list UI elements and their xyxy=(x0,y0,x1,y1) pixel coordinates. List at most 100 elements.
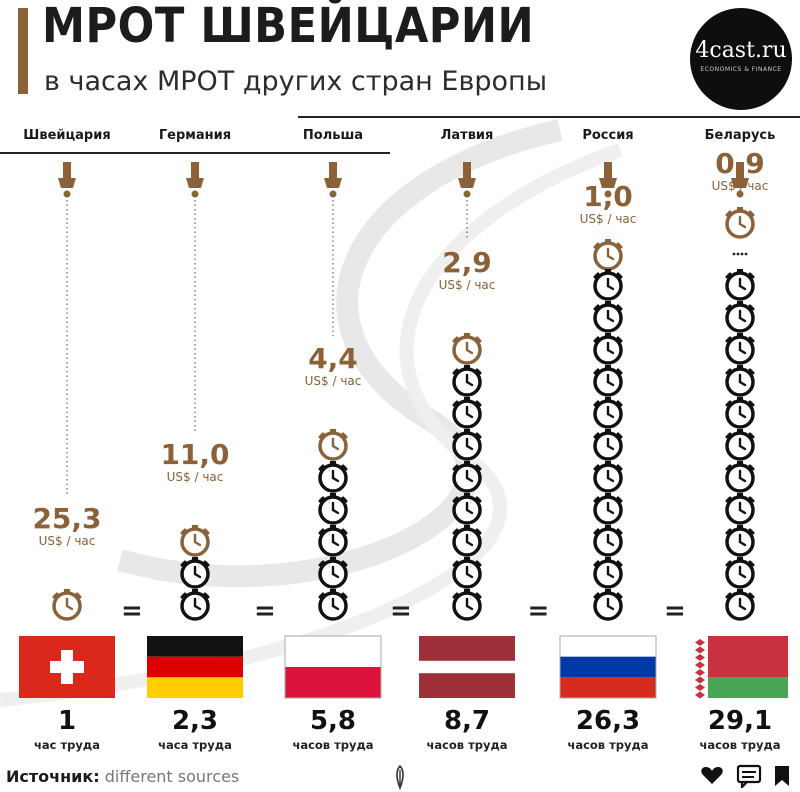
clock-icon xyxy=(593,493,623,525)
hours-value: 8,7 xyxy=(443,706,491,736)
clock-icon xyxy=(318,525,348,557)
clock-icon xyxy=(593,525,623,557)
accent-clock-icon xyxy=(180,525,210,557)
clock-icon xyxy=(452,589,482,621)
pin-marker xyxy=(329,162,337,180)
country-label: Польша xyxy=(302,128,364,143)
clock-icon xyxy=(180,557,210,589)
comment-icon[interactable] xyxy=(736,764,762,788)
wage-unit: US$ / час xyxy=(304,374,362,388)
wage-unit: US$ / час xyxy=(438,278,496,292)
logo-name: 4cast.ru xyxy=(695,38,787,63)
clock-icon xyxy=(452,557,482,589)
clock-icon xyxy=(725,333,755,365)
page-subtitle: в часах МРОТ других стран Европы xyxy=(44,66,548,97)
pin-marker xyxy=(63,190,71,198)
ellipsis-dot xyxy=(744,252,748,256)
hours-value: 26,3 xyxy=(575,706,641,736)
country-label: Германия xyxy=(158,128,232,143)
country-label: Россия xyxy=(582,128,634,143)
title-accent-bar xyxy=(18,8,28,94)
clock-icon xyxy=(725,557,755,589)
pin-marker xyxy=(458,178,476,188)
germany-flag xyxy=(147,636,243,698)
equals-sign: = xyxy=(390,596,412,626)
hours-value: 1 xyxy=(57,706,77,736)
clock-icon xyxy=(593,461,623,493)
clock-icon xyxy=(452,429,482,461)
heart-icon[interactable] xyxy=(700,764,724,786)
clock-icon xyxy=(318,461,348,493)
clock-icon xyxy=(593,397,623,429)
hours-unit: часов труда xyxy=(699,738,781,752)
clock-icon xyxy=(725,365,755,397)
clock-icon xyxy=(452,493,482,525)
accent-clock-icon xyxy=(452,333,482,365)
clock-icon xyxy=(452,461,482,493)
accent-clock-icon xyxy=(318,429,348,461)
pin-marker xyxy=(604,162,612,180)
hours-unit: час труда xyxy=(34,738,100,752)
pin-marker xyxy=(191,190,199,198)
wage-value: 1,0 xyxy=(583,180,633,213)
hours-unit: часов труда xyxy=(567,738,649,752)
equals-sign: = xyxy=(121,596,143,626)
belarus-flag xyxy=(692,636,788,699)
clock-icon xyxy=(593,269,623,301)
hours-value: 29,1 xyxy=(707,706,773,736)
clock-icon xyxy=(180,589,210,621)
pin-marker xyxy=(604,190,612,198)
accent-clock-icon xyxy=(593,239,623,271)
country-label: Латвия xyxy=(440,128,494,143)
clock-icon xyxy=(318,557,348,589)
pin-marker xyxy=(599,178,617,188)
clock-icon xyxy=(725,525,755,557)
pin-marker xyxy=(58,178,76,188)
clock-icon xyxy=(452,525,482,557)
clock-icon xyxy=(725,589,755,621)
wage-unit: US$ / час xyxy=(166,470,224,484)
ellipsis-dot xyxy=(732,252,736,256)
clock-icon xyxy=(725,429,755,461)
equals-sign: = xyxy=(664,596,686,626)
accent-clock-icon xyxy=(52,589,82,621)
country-label: Беларусь xyxy=(704,128,776,143)
pin-marker xyxy=(736,190,744,198)
accent-clock-icon xyxy=(725,207,755,239)
wage-value: 11,0 xyxy=(160,438,230,471)
pin-marker xyxy=(186,178,204,188)
switzerland-flag xyxy=(19,636,115,698)
logo: 4cast.ru ECONOMICS & FINANCE xyxy=(690,8,792,110)
clock-icon xyxy=(725,301,755,333)
ellipsis-dot xyxy=(736,252,740,256)
clock-icon xyxy=(593,429,623,461)
equals-sign: = xyxy=(254,596,276,626)
hours-unit: часа труда xyxy=(158,738,232,752)
bookmark-icon[interactable] xyxy=(772,764,792,788)
pin-marker xyxy=(463,190,471,198)
logo-tagline: ECONOMICS & FINANCE xyxy=(700,66,782,73)
ellipsis-dot xyxy=(740,252,744,256)
clock-icon xyxy=(725,461,755,493)
hours-value: 5,8 xyxy=(309,706,357,736)
clock-icon xyxy=(593,557,623,589)
pin-marker xyxy=(191,162,199,180)
equals-sign: = xyxy=(527,596,550,626)
source-label: Источник: xyxy=(6,767,100,786)
clock-icon xyxy=(593,365,623,397)
wage-value: 0,9 xyxy=(715,147,765,180)
wage-unit: US$ / час xyxy=(711,179,769,193)
wage-unit: US$ / час xyxy=(38,534,96,548)
source-value: different sources xyxy=(104,767,240,786)
wage-value: 4,4 xyxy=(308,342,358,375)
wage-value: 25,3 xyxy=(32,502,102,535)
pin-marker xyxy=(329,190,337,198)
clock-icon xyxy=(452,397,482,429)
wage-unit: US$ / час xyxy=(579,212,637,226)
hours-value: 2,3 xyxy=(171,706,219,736)
clock-icon xyxy=(593,301,623,333)
country-label: Швейцария xyxy=(23,128,111,143)
page-title: МРОТ ШВЕЙЦАРИИ xyxy=(42,0,535,54)
clock-icon xyxy=(593,589,623,621)
